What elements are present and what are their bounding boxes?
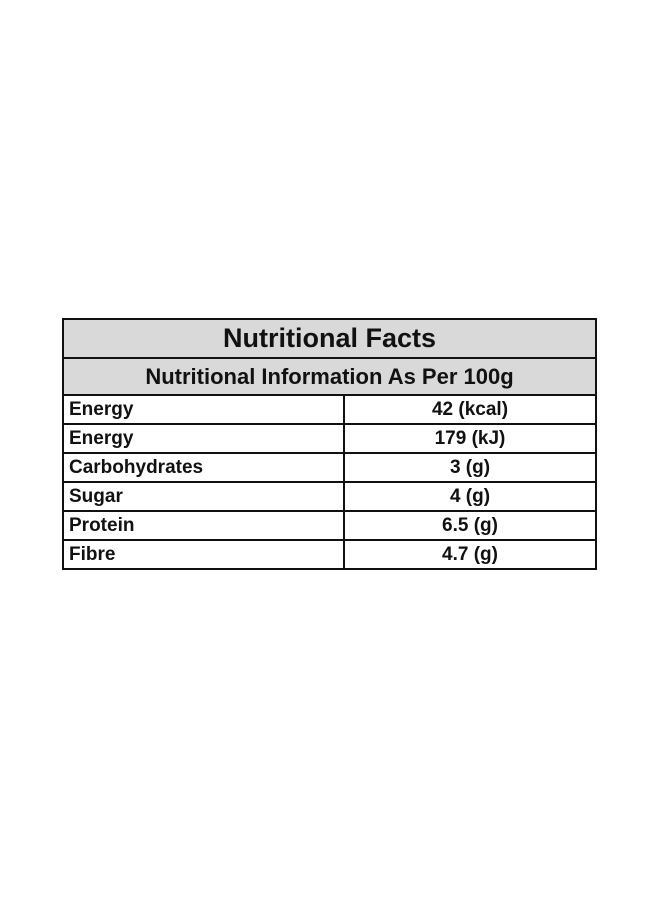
nutrient-name: Energy [62, 423, 345, 454]
nutrient-value: 4 (g) [343, 481, 597, 512]
table-title: Nutritional Facts [62, 318, 597, 359]
table-row: Protein 6.5 (g) [62, 510, 597, 541]
nutrient-value: 42 (kcal) [343, 394, 597, 425]
table-row: Carbohydrates 3 (g) [62, 452, 597, 483]
nutrient-value: 3 (g) [343, 452, 597, 483]
nutrition-table: Nutritional Facts Nutritional Informatio… [62, 318, 597, 570]
nutrient-name: Energy [62, 394, 345, 425]
table-row: Energy 42 (kcal) [62, 394, 597, 425]
table-row: Fibre 4.7 (g) [62, 539, 597, 570]
nutrient-name: Protein [62, 510, 345, 541]
nutrient-value: 4.7 (g) [343, 539, 597, 570]
table-subtitle: Nutritional Information As Per 100g [62, 357, 597, 396]
subtitle-row: Nutritional Information As Per 100g [62, 357, 597, 396]
nutrient-name: Fibre [62, 539, 345, 570]
nutrient-value: 179 (kJ) [343, 423, 597, 454]
table-row: Energy 179 (kJ) [62, 423, 597, 454]
table-row: Sugar 4 (g) [62, 481, 597, 512]
nutrient-value: 6.5 (g) [343, 510, 597, 541]
title-row: Nutritional Facts [62, 318, 597, 359]
nutrient-name: Sugar [62, 481, 345, 512]
table-body: Energy 42 (kcal) Energy 179 (kJ) Carbohydrat… [62, 394, 597, 570]
nutrient-name: Carbohydrates [62, 452, 345, 483]
